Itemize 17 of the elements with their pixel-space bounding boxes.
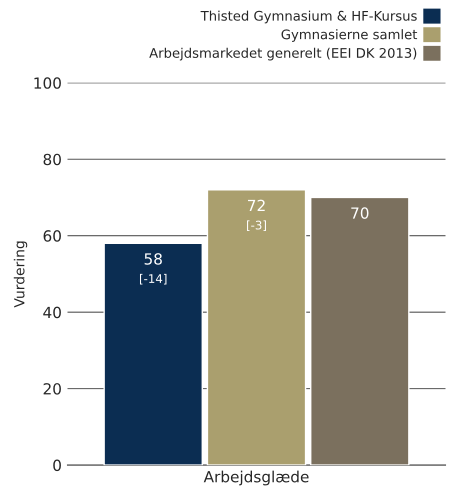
x-tick-label: Arbejdsglæde [204,470,309,486]
y-tick-label: 80 [44,154,61,166]
bar [103,242,203,466]
data-label: 72 [-3] [247,200,266,231]
data-label: 70 [351,207,368,219]
y-tick-label: 40 [43,306,61,318]
y-tick-label: 60 [44,230,61,242]
legend-label: Arbejdsmarkedet generelt (EEI DK 2013) [149,48,416,60]
y-tick-label: 20 [44,383,61,395]
data-label: 58 [-14] [140,253,166,284]
y-tick-label: 0 [53,460,61,472]
legend-label: Gymnasierne samlet [282,29,418,42]
y-tick-label: 100 [34,77,61,89]
bar [310,196,410,466]
legend-label: Thisted Gymnasium & HF-Kursus [200,10,417,24]
y-axis-title: Vurdering [14,242,28,308]
bar [206,189,306,466]
